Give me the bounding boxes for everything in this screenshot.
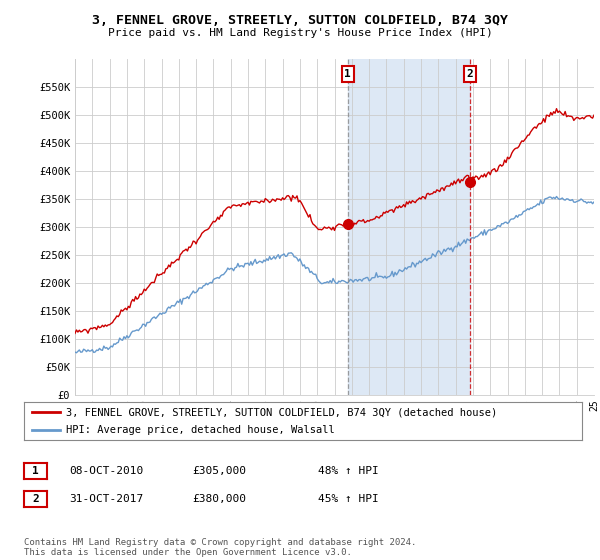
Text: 1: 1 bbox=[32, 466, 39, 476]
Text: 2: 2 bbox=[32, 494, 39, 504]
Text: £380,000: £380,000 bbox=[192, 494, 246, 504]
Text: £305,000: £305,000 bbox=[192, 466, 246, 476]
Text: 08-OCT-2010: 08-OCT-2010 bbox=[69, 466, 143, 476]
Text: 3, FENNEL GROVE, STREETLY, SUTTON COLDFIELD, B74 3QY: 3, FENNEL GROVE, STREETLY, SUTTON COLDFI… bbox=[92, 14, 508, 27]
Text: 3, FENNEL GROVE, STREETLY, SUTTON COLDFIELD, B74 3QY (detached house): 3, FENNEL GROVE, STREETLY, SUTTON COLDFI… bbox=[66, 407, 497, 417]
Text: 2: 2 bbox=[467, 69, 473, 79]
Text: Contains HM Land Registry data © Crown copyright and database right 2024.
This d: Contains HM Land Registry data © Crown c… bbox=[24, 538, 416, 557]
Text: Price paid vs. HM Land Registry's House Price Index (HPI): Price paid vs. HM Land Registry's House … bbox=[107, 28, 493, 38]
Text: 31-OCT-2017: 31-OCT-2017 bbox=[69, 494, 143, 504]
Text: 1: 1 bbox=[344, 69, 351, 79]
Text: 48% ↑ HPI: 48% ↑ HPI bbox=[318, 466, 379, 476]
Bar bbox=[348, 59, 470, 395]
Text: HPI: Average price, detached house, Walsall: HPI: Average price, detached house, Wals… bbox=[66, 425, 335, 435]
Text: 45% ↑ HPI: 45% ↑ HPI bbox=[318, 494, 379, 504]
